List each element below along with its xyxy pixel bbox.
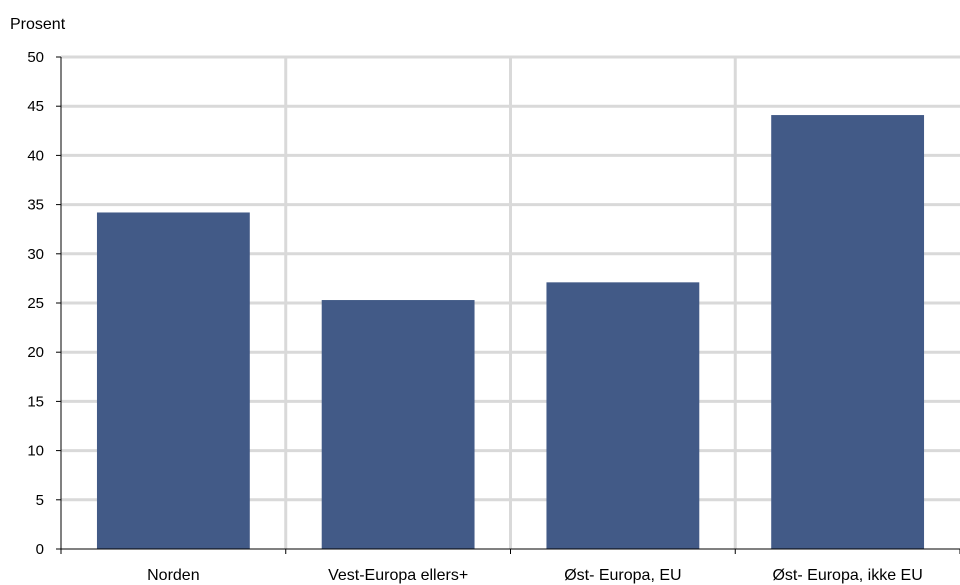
- y-tick-label: 20: [27, 344, 44, 361]
- bar: [321, 300, 475, 549]
- y-tick-label: 30: [27, 246, 44, 263]
- y-tick-label: 5: [36, 492, 44, 509]
- bar: [96, 212, 250, 550]
- x-category-label: Norden: [147, 567, 199, 584]
- y-tick-label: 45: [27, 98, 44, 115]
- x-category-label: Øst- Europa, ikke EU: [772, 567, 922, 584]
- axes: [56, 56, 960, 554]
- y-axis-unit-label: Prosent: [10, 16, 66, 33]
- x-category-label: Vest-Europa ellers+: [328, 567, 468, 584]
- y-tick-label: 40: [27, 147, 44, 164]
- bar: [771, 115, 925, 549]
- y-tick-labels: 0 5 10 15 20 25 30 35 40 45 50: [27, 49, 44, 558]
- y-tick-label: 25: [27, 295, 44, 312]
- y-tick-label: 35: [27, 197, 44, 214]
- bars: [96, 115, 925, 550]
- y-tick-label: 0: [36, 541, 44, 558]
- bar: [546, 282, 700, 549]
- x-tick-labels: Norden Vest-Europa ellers+ Øst- Europa, EU…: [147, 567, 923, 584]
- x-category-label: Øst- Europa, EU: [564, 567, 681, 584]
- y-tick-label: 50: [27, 49, 44, 66]
- y-tick-label: 10: [27, 443, 44, 460]
- y-tick-label: 15: [27, 393, 44, 410]
